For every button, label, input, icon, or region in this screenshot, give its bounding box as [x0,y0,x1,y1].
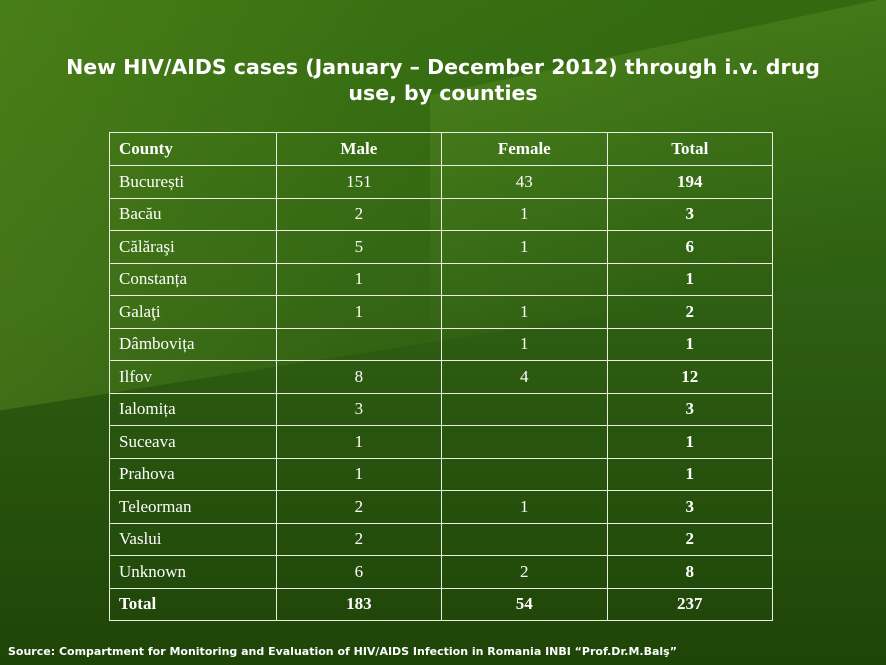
total-cell: 6 [606,230,774,264]
male-total-cell: 183 [275,587,443,621]
county-cell: Vaslui [109,522,277,556]
source-note: Source: Compartment for Monitoring and E… [8,645,677,658]
female-cell: 43 [441,165,608,199]
table-row: Suceava 1 1 [109,425,774,459]
total-cell: 2 [606,295,774,329]
table-row: Prahova 1 1 [109,457,774,491]
male-cell: 3 [275,392,443,426]
total-cell: 3 [606,490,774,524]
table-row: Dâmbovița 1 1 [109,327,774,361]
male-cell: 1 [275,457,443,491]
total-cell: 3 [606,197,774,231]
table-total-row: Total 183 54 237 [109,587,774,621]
total-cell: 12 [606,360,774,394]
male-cell: 1 [275,262,443,296]
female-cell: 1 [441,197,608,231]
hiv-cases-table: County Male Female Total București 151 4… [109,132,774,621]
male-cell: 5 [275,230,443,264]
total-cell: 1 [606,327,774,361]
slide-title: New HIV/AIDS cases (January – December 2… [66,55,820,105]
grand-total-cell: 237 [606,587,774,621]
male-cell: 2 [275,197,443,231]
female-cell [441,392,608,426]
table-row: București 151 43 194 [109,165,774,199]
county-cell: București [109,165,277,199]
header-female: Female [441,132,608,166]
female-total-cell: 54 [441,587,608,621]
table-header-row: County Male Female Total [109,132,774,166]
table-row: Constanța 1 1 [109,262,774,296]
county-cell: Constanța [109,262,277,296]
county-cell: Galaţi [109,295,277,329]
female-cell [441,457,608,491]
table-row: Ilfov 8 4 12 [109,360,774,394]
county-cell: Călăraşi [109,230,277,264]
total-cell: 194 [606,165,774,199]
header-male: Male [275,132,443,166]
male-cell: 1 [275,295,443,329]
total-cell: 1 [606,457,774,491]
county-cell: Bacău [109,197,277,231]
total-cell: 1 [606,425,774,459]
table-row: Unknown 6 2 8 [109,555,774,589]
female-cell: 2 [441,555,608,589]
total-cell: 2 [606,522,774,556]
total-cell: 8 [606,555,774,589]
table-row: Ialomița 3 3 [109,392,774,426]
male-cell: 6 [275,555,443,589]
female-cell [441,522,608,556]
table-row: Teleorman 2 1 3 [109,490,774,524]
male-cell: 2 [275,490,443,524]
total-cell: 1 [606,262,774,296]
table-row: Bacău 2 1 3 [109,197,774,231]
male-cell: 2 [275,522,443,556]
header-total: Total [606,132,774,166]
table-row: Călăraşi 5 1 6 [109,230,774,264]
county-cell: Teleorman [109,490,277,524]
header-county: County [109,132,277,166]
male-cell [275,327,443,361]
male-cell: 1 [275,425,443,459]
table-row: Galaţi 1 1 2 [109,295,774,329]
table-row: Vaslui 2 2 [109,522,774,556]
female-cell: 1 [441,490,608,524]
female-cell [441,262,608,296]
total-label-cell: Total [109,587,277,621]
female-cell: 1 [441,230,608,264]
total-cell: 3 [606,392,774,426]
county-cell: Ialomița [109,392,277,426]
county-cell: Unknown [109,555,277,589]
female-cell: 4 [441,360,608,394]
male-cell: 8 [275,360,443,394]
female-cell: 1 [441,295,608,329]
county-cell: Dâmbovița [109,327,277,361]
female-cell: 1 [441,327,608,361]
county-cell: Suceava [109,425,277,459]
county-cell: Prahova [109,457,277,491]
county-cell: Ilfov [109,360,277,394]
female-cell [441,425,608,459]
male-cell: 151 [275,165,443,199]
